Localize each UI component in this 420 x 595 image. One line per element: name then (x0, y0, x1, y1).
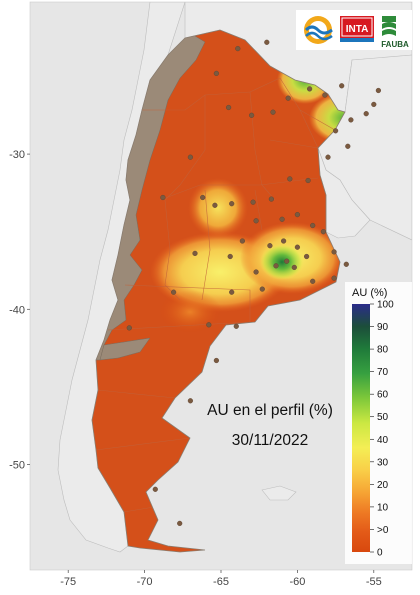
x-tick-label: -75 (60, 576, 76, 588)
x-tick-label: -55 (366, 576, 382, 588)
station-point (229, 289, 235, 295)
station-point (284, 258, 290, 264)
fauba-logo: FAUBA (381, 16, 409, 49)
x-tick-label: -60 (289, 576, 305, 588)
station-point (348, 117, 354, 123)
legend-tick-label: 0 (377, 548, 383, 559)
station-point (281, 238, 287, 244)
x-tick-label: -70 (137, 576, 153, 588)
legend-title: AU (%) (352, 287, 387, 299)
weather-stations (126, 39, 382, 527)
map-date: 30/11/2022 (232, 432, 308, 449)
y-tick-label: -30 (9, 149, 25, 161)
station-point (160, 194, 166, 201)
legend-tick-label: >0 (377, 525, 389, 536)
station-point (279, 216, 285, 222)
legend-tick-label: 50 (377, 412, 389, 423)
high-moisture-core (260, 244, 304, 280)
station-point (235, 45, 241, 52)
legend-tick-label: 90 (377, 322, 389, 333)
station-point (325, 154, 331, 160)
legend-tick-label: 70 (377, 367, 389, 378)
inta-logo: INTA (340, 16, 374, 42)
station-point (273, 263, 279, 269)
station-point (331, 249, 337, 255)
station-point (239, 238, 246, 244)
station-point (322, 92, 328, 98)
station-point (375, 87, 382, 94)
color-legend: AU (%) 100 90 80 70 60 50 40 30 20 10 >0 0 (345, 282, 412, 564)
station-point (270, 109, 276, 115)
station-point (187, 398, 194, 404)
station-point (320, 229, 327, 235)
station-point (171, 289, 177, 295)
misiones-moist-zone (309, 92, 345, 144)
legend-tick-label: 60 (377, 390, 389, 401)
cordoba-moist-zone (188, 178, 248, 238)
station-point (227, 253, 233, 260)
legend-tick-label: 40 (377, 435, 389, 446)
y-tick-label: -40 (9, 304, 25, 316)
y-tick-label: -50 (9, 459, 25, 471)
station-point (250, 199, 256, 205)
la-pampa-transition (158, 290, 222, 334)
legend-tick-label: 10 (377, 502, 389, 513)
legend-tick-label: 30 (377, 457, 389, 468)
station-point (213, 70, 220, 77)
station-point (264, 39, 270, 45)
station-point (363, 111, 369, 117)
station-point (126, 325, 132, 331)
andes-south-excluded-zone (99, 337, 151, 361)
station-point (177, 520, 183, 527)
station-point (226, 104, 232, 111)
station-point (285, 95, 291, 101)
institution-wave-logo (304, 16, 333, 44)
station-point (259, 286, 265, 292)
station-point (233, 323, 239, 329)
station-point (268, 196, 275, 202)
station-point (345, 143, 351, 149)
svg-text:INTA: INTA (346, 24, 369, 35)
station-point (304, 253, 310, 260)
legend-tick-label: 80 (377, 345, 389, 356)
legend-tick-label: 20 (377, 480, 389, 491)
station-point (331, 275, 337, 281)
station-point (294, 212, 301, 218)
station-point (305, 177, 311, 184)
map-title: AU en el perfil (%) (207, 402, 333, 419)
legend-colorbar (352, 304, 370, 552)
x-tick-label: -65 (213, 576, 229, 588)
station-point (200, 194, 206, 201)
station-point (253, 218, 259, 224)
station-point (339, 83, 345, 89)
falkland-islands (261, 485, 297, 501)
station-point (371, 101, 377, 108)
station-point (253, 269, 259, 275)
station-point (310, 278, 316, 284)
logos: INTA FAUBA (296, 10, 412, 50)
station-point (333, 128, 339, 134)
station-point (294, 244, 301, 250)
station-point (192, 250, 198, 257)
station-point (307, 86, 313, 92)
station-point (343, 261, 349, 267)
station-point (291, 264, 297, 271)
station-point (187, 154, 194, 160)
station-point (249, 112, 255, 118)
station-point (310, 222, 316, 229)
station-point (287, 176, 293, 182)
station-point (267, 243, 273, 249)
station-point (213, 357, 220, 364)
station-point (212, 202, 218, 208)
station-point (152, 486, 158, 492)
station-point (206, 322, 212, 328)
station-point (229, 201, 235, 207)
legend-tick-label: 100 (377, 300, 394, 311)
svg-text:FAUBA: FAUBA (381, 40, 409, 49)
